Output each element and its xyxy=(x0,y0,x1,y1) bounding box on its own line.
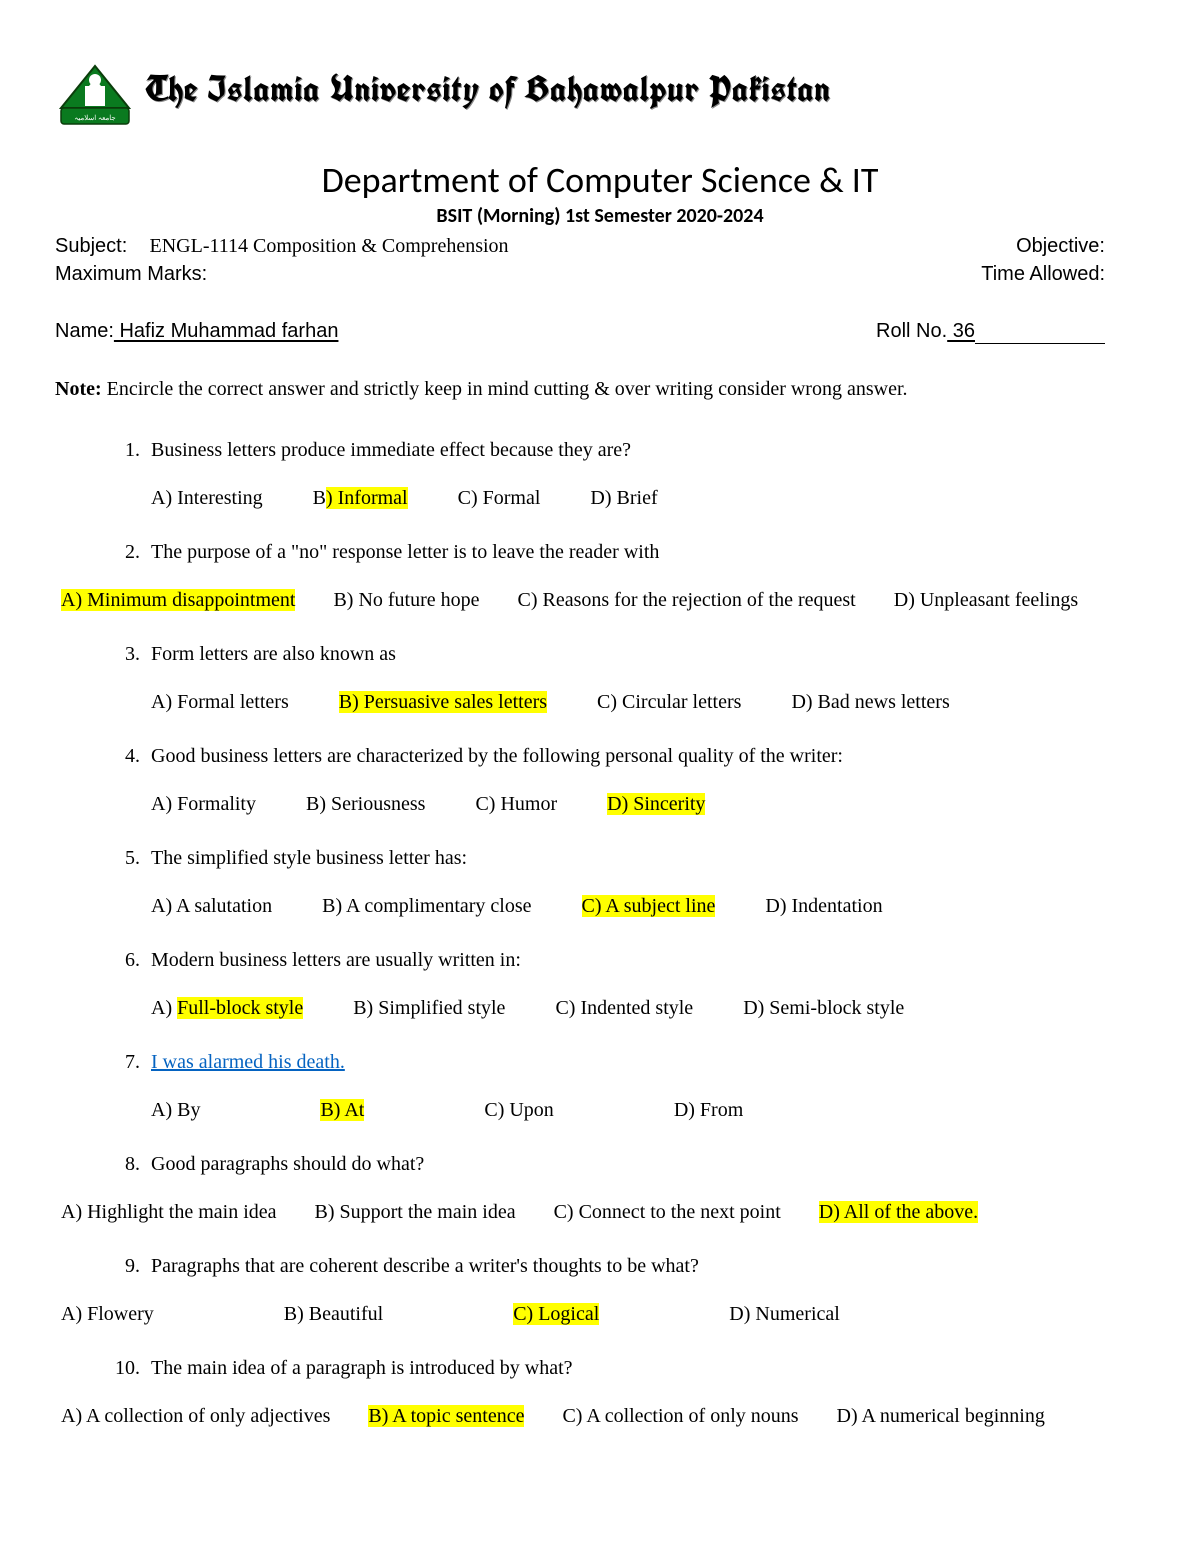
question-item: I was alarmed his death. A) By B) At C) Upo… xyxy=(145,1047,1145,1125)
roll-blank xyxy=(975,320,1105,344)
option: A) Formal letters xyxy=(151,687,289,717)
option: A) Interesting xyxy=(151,483,263,513)
options-row: A) Minimum disappointment B) No future ho… xyxy=(61,585,1145,615)
option: C) Logical xyxy=(513,1299,599,1329)
options-row: A) Full-block style B) Simplified style C)… xyxy=(151,993,1145,1023)
question-item: Paragraphs that are coherent describe a … xyxy=(145,1251,1145,1329)
question-text: The main idea of a paragraph is introduc… xyxy=(151,1353,1145,1383)
option: D) Brief xyxy=(590,483,657,513)
option: A) Minimum disappointment xyxy=(61,585,295,615)
option: B) A complimentary close xyxy=(322,891,531,921)
options-row: A) Formal letters B) Persuasive sales let… xyxy=(151,687,1145,717)
roll-value: 36 xyxy=(947,320,975,342)
option: D) Semi-block style xyxy=(743,993,904,1023)
option: B) Persuasive sales letters xyxy=(339,687,547,717)
question-text: The purpose of a "no" response letter is… xyxy=(151,537,1145,567)
options-row: A) Highlight the main idea B) Support the… xyxy=(61,1197,1145,1227)
option: C) Humor xyxy=(475,789,557,819)
note-text: Encircle the correct answer and strictly… xyxy=(102,378,908,400)
question-item: The purpose of a "no" response letter is… xyxy=(145,537,1145,615)
option: D) Numerical xyxy=(729,1299,840,1329)
option: B) At xyxy=(320,1095,364,1125)
option: C) Upon xyxy=(484,1095,553,1125)
name-row: Name: Hafiz Muhammad farhan Roll No. 36 xyxy=(55,320,1145,344)
option: C) Circular letters xyxy=(597,687,741,717)
option: D) A numerical beginning xyxy=(837,1401,1045,1431)
option: A) A collection of only adjectives xyxy=(61,1401,330,1431)
option: A) Highlight the main idea xyxy=(61,1197,277,1227)
options-row: A) Interesting B) Informal C) Formal D) Bri… xyxy=(151,483,1145,513)
question-text: Good paragraphs should do what? xyxy=(151,1149,1145,1179)
objective-label: Objective: xyxy=(1016,232,1145,260)
option: B) Seriousness xyxy=(306,789,425,819)
note-line: Note: Encircle the correct answer and st… xyxy=(55,378,1145,401)
marks-label: Maximum Marks: xyxy=(55,260,207,288)
options-row: A) A salutation B) A complimentary close C… xyxy=(151,891,1145,921)
name-value: Hafiz Muhammad farhan xyxy=(114,320,339,342)
option: A) A salutation xyxy=(151,891,272,921)
options-row: A) By B) At C) Upon D) From xyxy=(151,1095,1145,1125)
question-item: Modern business letters are usually writ… xyxy=(145,945,1145,1023)
option: D) Bad news letters xyxy=(791,687,949,717)
subject-label: Subject: xyxy=(55,235,127,257)
question-item: Business letters produce immediate effec… xyxy=(145,435,1145,513)
option: C) A collection of only nouns xyxy=(562,1401,798,1431)
name-label: Name: xyxy=(55,320,114,342)
option: A) By xyxy=(151,1095,200,1125)
question-text: Form letters are also known as xyxy=(151,639,1145,669)
question-text: The simplified style business letter has… xyxy=(151,843,1145,873)
option: C) Indented style xyxy=(555,993,693,1023)
options-row: A) A collection of only adjectives B) A t… xyxy=(61,1401,1145,1431)
question-text: Modern business letters are usually writ… xyxy=(151,945,1145,975)
time-label: Time Allowed: xyxy=(981,260,1145,288)
exam-page: جامعہ اسلامیہ The Islamia University of … xyxy=(0,0,1200,1515)
subject-row: Subject: ENGL-1114 Composition & Compreh… xyxy=(55,232,1145,260)
option: C) Reasons for the rejection of the requ… xyxy=(518,585,856,615)
department-title: Department of Computer Science & IT xyxy=(55,158,1145,202)
option: C) Connect to the next point xyxy=(554,1197,781,1227)
options-row: A) Flowery B) Beautiful C) Logical D) Numer… xyxy=(61,1299,1145,1329)
option: B) Support the main idea xyxy=(315,1197,516,1227)
question-text: Paragraphs that are coherent describe a … xyxy=(151,1251,1145,1281)
subject-value: ENGL-1114 Composition & Comprehension xyxy=(150,235,509,257)
university-name: The Islamia University of Bahawalpur Pak… xyxy=(145,70,831,110)
question-item: Good paragraphs should do what?A) Highli… xyxy=(145,1149,1145,1227)
option: C) A subject line xyxy=(582,891,716,921)
option: D) Unpleasant feelings xyxy=(894,585,1078,615)
options-row: A) Formality B) Seriousness C) Humor D) Sin… xyxy=(151,789,1145,819)
question-text: Business letters produce immediate effec… xyxy=(151,435,1145,465)
option: D) All of the above. xyxy=(819,1197,978,1227)
option: D) Sincerity xyxy=(607,789,705,819)
option: B) Simplified style xyxy=(353,993,505,1023)
note-label: Note: xyxy=(55,378,102,400)
option: B) Informal xyxy=(313,483,408,513)
option: A) Formality xyxy=(151,789,256,819)
option: B) A topic sentence xyxy=(368,1401,524,1431)
question-list: Business letters produce immediate effec… xyxy=(55,435,1145,1431)
option: C) Formal xyxy=(458,483,541,513)
svg-text:جامعہ اسلامیہ: جامعہ اسلامیہ xyxy=(74,114,115,122)
option: A) Flowery xyxy=(61,1299,154,1329)
question-text: I was alarmed his death. xyxy=(151,1047,1145,1077)
question-item: The simplified style business letter has… xyxy=(145,843,1145,921)
university-logo-icon: جامعہ اسلامیہ xyxy=(55,50,135,130)
university-header: جامعہ اسلامیہ The Islamia University of … xyxy=(55,50,1145,130)
marks-row: Maximum Marks: Time Allowed: xyxy=(55,260,1145,288)
question-item: Form letters are also known as A) Formal … xyxy=(145,639,1145,717)
question-text: Good business letters are characterized … xyxy=(151,741,1145,771)
option: B) Beautiful xyxy=(284,1299,383,1329)
roll-label: Roll No. xyxy=(876,320,947,342)
option: D) From xyxy=(674,1095,743,1125)
option: A) Full-block style xyxy=(151,993,303,1023)
question-item: Good business letters are characterized … xyxy=(145,741,1145,819)
program-line: BSIT (Morning) 1st Semester 2020-2024 xyxy=(55,204,1145,228)
option: B) No future hope xyxy=(333,585,479,615)
question-item: The main idea of a paragraph is introduc… xyxy=(145,1353,1145,1431)
option: D) Indentation xyxy=(765,891,882,921)
